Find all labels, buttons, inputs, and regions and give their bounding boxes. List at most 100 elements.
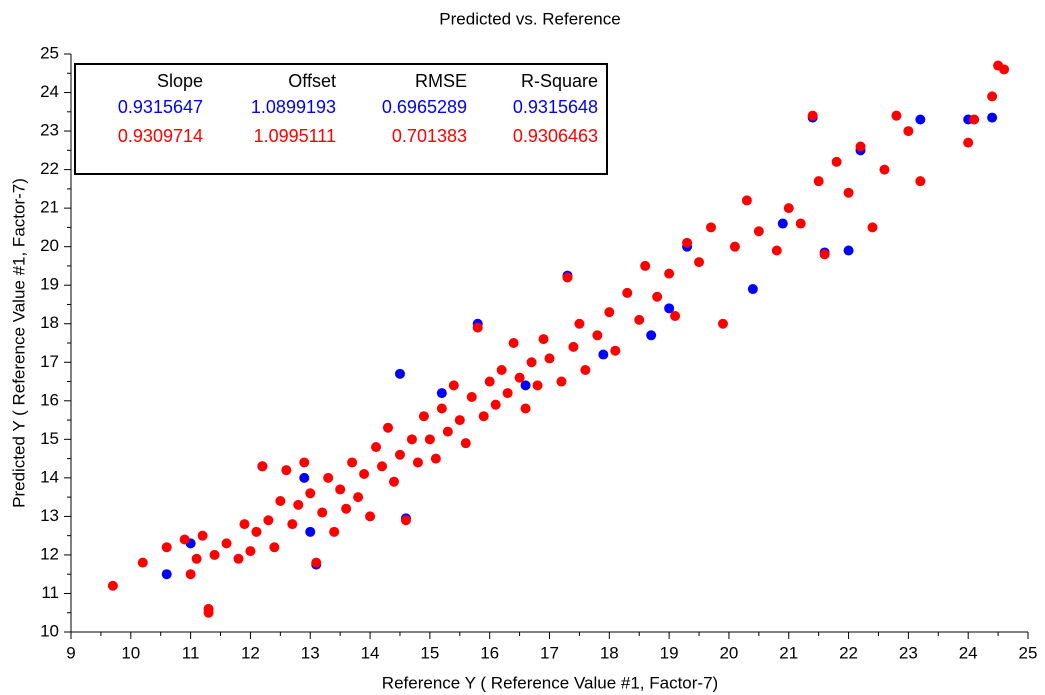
point [867, 222, 878, 233]
point [305, 526, 316, 537]
point [705, 222, 716, 233]
point [987, 112, 998, 123]
point [359, 469, 370, 480]
stats-frame [74, 63, 608, 175]
point [514, 372, 525, 383]
y-tick-label: 22 [40, 159, 59, 178]
point [478, 411, 489, 422]
point [245, 546, 256, 557]
x-tick-label: 11 [182, 643, 200, 662]
point [203, 607, 214, 618]
point [502, 388, 513, 399]
point [753, 226, 764, 237]
point [239, 519, 250, 530]
stats-value: 1.0995111 [254, 126, 336, 146]
x-tick-label: 15 [420, 643, 439, 662]
point [179, 534, 190, 545]
point [729, 241, 740, 252]
point [347, 457, 358, 468]
point [454, 415, 465, 426]
point [388, 476, 399, 487]
point [556, 376, 567, 387]
plot-area [107, 60, 1010, 618]
point [496, 364, 507, 375]
point [257, 461, 268, 472]
stats-header: Offset [288, 71, 336, 91]
point [191, 553, 202, 564]
x-tick-label: 23 [899, 643, 918, 662]
point [442, 426, 453, 437]
point [460, 438, 471, 449]
x-tick-label: 19 [660, 643, 679, 662]
point [580, 364, 591, 375]
x-tick-label: 9 [66, 643, 75, 662]
x-tick-label: 14 [361, 643, 380, 662]
point [843, 187, 854, 198]
point [963, 137, 974, 148]
point [161, 569, 172, 580]
point [969, 114, 980, 125]
point [406, 434, 417, 445]
point [664, 268, 675, 279]
y-tick-label: 12 [40, 544, 59, 563]
point [311, 557, 322, 568]
point [568, 341, 579, 352]
point [520, 403, 531, 414]
x-axis-label: Reference Y ( Reference Value #1, Factor… [382, 673, 718, 692]
x-tick-label: 13 [301, 643, 320, 662]
point [275, 495, 286, 506]
point [915, 114, 926, 125]
point [771, 245, 782, 256]
stats-box: Slope Offset RMSE R-Square 0.9315647 1.089919… [74, 63, 608, 175]
point [622, 287, 633, 298]
point [813, 176, 824, 187]
stats-value: 0.9306463 [513, 126, 598, 146]
point [915, 176, 926, 187]
stats-value: 0.9315648 [513, 97, 598, 117]
point [717, 318, 728, 329]
point [323, 472, 334, 483]
point [999, 64, 1010, 75]
point [646, 330, 657, 341]
point [448, 380, 459, 391]
point [400, 515, 411, 526]
y-axis-label: Predicted Y ( Reference Value #1, Factor… [9, 178, 28, 508]
point [209, 549, 220, 560]
point [891, 110, 902, 121]
point [783, 203, 794, 214]
axes: 9 10 11 12 13 14 15 16 17 18 19 20 21 22 23 24 25 10 11 12 1… [40, 43, 1037, 662]
y-tick-label: 23 [40, 121, 59, 140]
point [670, 311, 681, 322]
stats-header: RMSE [415, 71, 467, 91]
point [562, 272, 573, 283]
point [807, 110, 818, 121]
stats-header: Slope [157, 71, 203, 91]
point [185, 569, 196, 580]
point [335, 484, 346, 495]
point [394, 368, 405, 379]
point [747, 284, 758, 295]
point [197, 530, 208, 541]
y-tick-label: 24 [40, 82, 59, 101]
point [377, 461, 388, 472]
point [472, 322, 483, 333]
point [293, 499, 304, 510]
point [466, 391, 477, 402]
stats-value: 0.6965289 [382, 97, 467, 117]
x-tick-label: 12 [241, 643, 260, 662]
point [137, 557, 148, 568]
point [263, 515, 274, 526]
point [424, 434, 435, 445]
x-tick-label: 21 [779, 643, 798, 662]
point [855, 141, 866, 152]
point [394, 449, 405, 460]
point [365, 511, 376, 522]
point [532, 380, 543, 391]
stats-header: R-Square [521, 71, 598, 91]
point [903, 126, 914, 137]
point [412, 457, 423, 468]
point [694, 257, 705, 268]
point [795, 218, 806, 229]
point [610, 345, 621, 356]
point [353, 492, 364, 503]
